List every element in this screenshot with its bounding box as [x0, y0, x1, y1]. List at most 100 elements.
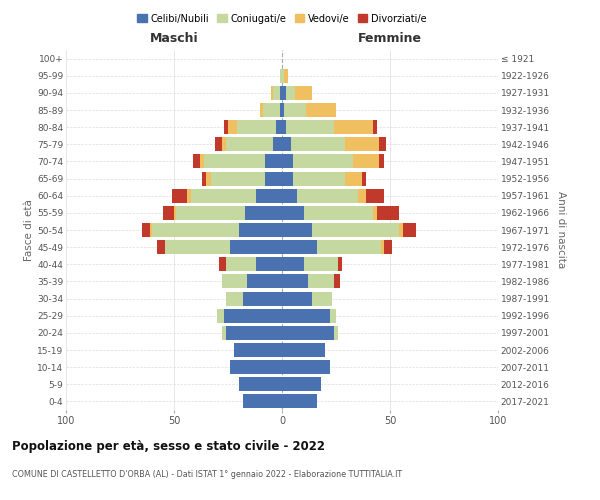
- Bar: [383, 240, 392, 254]
- Bar: [172, 188, 187, 202]
- Text: COMUNE DI CASTELLETTO D'ORBA (AL) - Dati ISTAT 1° gennaio 2022 - Elaborazione TU: COMUNE DI CASTELLETTO D'ORBA (AL) - Dati…: [12, 470, 402, 479]
- Bar: [329, 308, 336, 322]
- Bar: [293, 172, 344, 185]
- Bar: [174, 206, 176, 220]
- Bar: [373, 120, 377, 134]
- Bar: [265, 172, 282, 185]
- Bar: [282, 188, 297, 202]
- Bar: [379, 154, 383, 168]
- Bar: [152, 223, 239, 237]
- Bar: [239, 223, 282, 237]
- Bar: [366, 188, 383, 202]
- Bar: [280, 86, 282, 100]
- Bar: [398, 223, 403, 237]
- Bar: [215, 138, 221, 151]
- Bar: [274, 86, 280, 100]
- Bar: [256, 188, 282, 202]
- Bar: [282, 308, 329, 322]
- Bar: [228, 120, 236, 134]
- Bar: [280, 103, 282, 117]
- Bar: [204, 154, 265, 168]
- Bar: [235, 343, 282, 357]
- Bar: [382, 240, 383, 254]
- Bar: [282, 274, 308, 288]
- Bar: [263, 103, 280, 117]
- Bar: [282, 138, 290, 151]
- Bar: [274, 138, 282, 151]
- Bar: [282, 68, 284, 82]
- Bar: [293, 154, 353, 168]
- Bar: [239, 378, 282, 392]
- Bar: [282, 223, 312, 237]
- Bar: [286, 120, 334, 134]
- Bar: [221, 138, 226, 151]
- Bar: [193, 154, 200, 168]
- Bar: [312, 223, 398, 237]
- Bar: [191, 188, 256, 202]
- Bar: [379, 138, 386, 151]
- Bar: [308, 274, 334, 288]
- Bar: [334, 120, 373, 134]
- Bar: [226, 326, 282, 340]
- Bar: [284, 68, 289, 82]
- Bar: [226, 292, 243, 306]
- Bar: [304, 258, 338, 272]
- Bar: [334, 274, 340, 288]
- Bar: [157, 240, 166, 254]
- Bar: [282, 258, 304, 272]
- Bar: [344, 138, 379, 151]
- Bar: [206, 172, 211, 185]
- Bar: [200, 154, 204, 168]
- Bar: [377, 206, 398, 220]
- Bar: [286, 86, 295, 100]
- Bar: [353, 154, 379, 168]
- Bar: [297, 188, 358, 202]
- Bar: [358, 188, 366, 202]
- Bar: [176, 206, 245, 220]
- Bar: [265, 154, 282, 168]
- Bar: [282, 394, 317, 408]
- Bar: [230, 360, 282, 374]
- Text: Femmine: Femmine: [358, 32, 422, 45]
- Bar: [312, 292, 332, 306]
- Bar: [187, 188, 191, 202]
- Text: Popolazione per età, sesso e stato civile - 2022: Popolazione per età, sesso e stato civil…: [12, 440, 325, 453]
- Y-axis label: Fasce di età: Fasce di età: [24, 199, 34, 261]
- Bar: [282, 206, 304, 220]
- Bar: [282, 326, 334, 340]
- Bar: [211, 172, 265, 185]
- Bar: [271, 86, 274, 100]
- Bar: [344, 172, 362, 185]
- Bar: [260, 103, 263, 117]
- Bar: [282, 172, 293, 185]
- Bar: [282, 292, 312, 306]
- Bar: [282, 120, 286, 134]
- Bar: [163, 206, 174, 220]
- Y-axis label: Anni di nascita: Anni di nascita: [556, 192, 566, 268]
- Bar: [295, 86, 312, 100]
- Bar: [334, 326, 338, 340]
- Bar: [224, 308, 282, 322]
- Bar: [282, 154, 293, 168]
- Bar: [221, 274, 247, 288]
- Bar: [221, 326, 226, 340]
- Bar: [142, 223, 150, 237]
- Bar: [217, 308, 224, 322]
- Bar: [166, 240, 230, 254]
- Bar: [245, 206, 282, 220]
- Bar: [362, 172, 366, 185]
- Bar: [224, 120, 228, 134]
- Bar: [282, 86, 286, 100]
- Legend: Celibi/Nubili, Coniugati/e, Vedovi/e, Divorziati/e: Celibi/Nubili, Coniugati/e, Vedovi/e, Di…: [133, 10, 431, 28]
- Bar: [304, 206, 373, 220]
- Bar: [290, 138, 344, 151]
- Bar: [338, 258, 343, 272]
- Bar: [282, 378, 321, 392]
- Bar: [256, 258, 282, 272]
- Bar: [226, 138, 274, 151]
- Bar: [220, 258, 226, 272]
- Bar: [236, 120, 275, 134]
- Bar: [230, 240, 282, 254]
- Bar: [202, 172, 206, 185]
- Text: Maschi: Maschi: [149, 32, 199, 45]
